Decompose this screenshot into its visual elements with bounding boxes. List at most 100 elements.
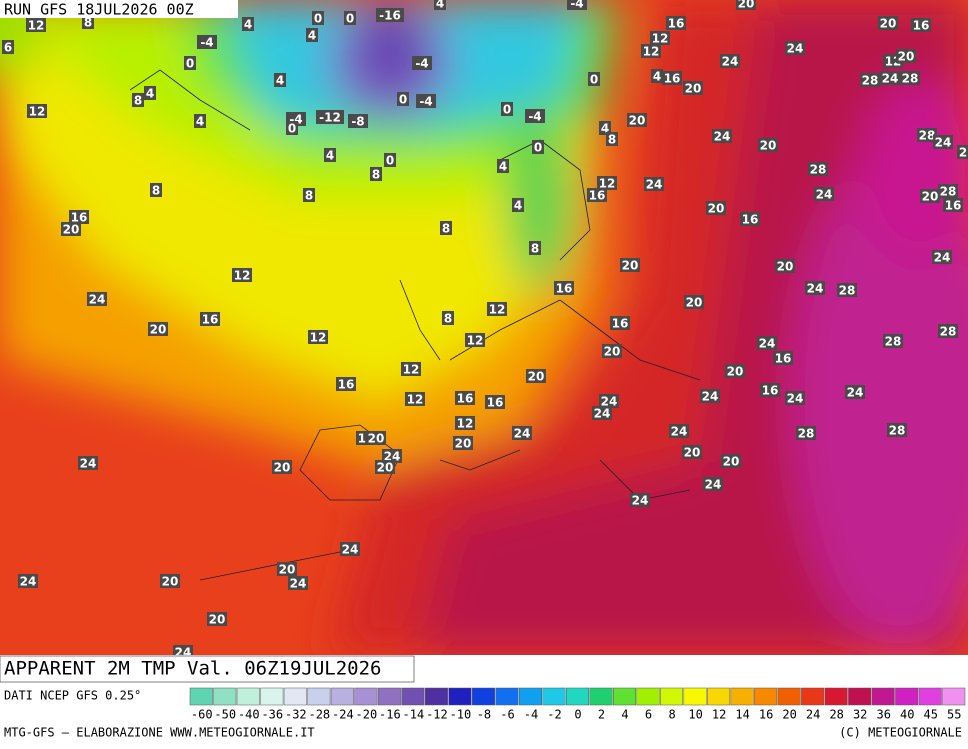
label-box (375, 460, 395, 474)
contour-label: 24 (935, 136, 952, 150)
label-box (933, 135, 953, 149)
contour-label: 8 (372, 168, 380, 182)
label-box (683, 81, 703, 95)
label-box (160, 574, 180, 588)
colorbar-swatch (283, 687, 307, 706)
contour-label: 28 (810, 163, 827, 177)
contour-label: 12 (489, 303, 506, 317)
label-box (18, 574, 38, 588)
contour-label: 20 (279, 563, 296, 577)
contour-label: 16 (775, 352, 792, 366)
contour-label: 16 (556, 282, 573, 296)
contour-label: 12 (643, 45, 660, 59)
colorbar-tick-label: -14 (403, 708, 425, 722)
colorbar-swatch (636, 687, 660, 706)
contour-label: 20 (377, 461, 394, 475)
label-box (324, 148, 336, 162)
label-box (662, 71, 682, 85)
contour-label: 4 (308, 29, 316, 43)
label-box (453, 436, 473, 450)
contour-label: 4 (244, 18, 252, 32)
label-box (606, 132, 618, 146)
contour-label: 20 (708, 202, 725, 216)
contour-label: 4 (276, 74, 284, 88)
colorbar-swatch (377, 687, 401, 706)
colorbar-swatch (236, 687, 260, 706)
contour-label: 20 (162, 575, 179, 589)
contour-label: 8 (442, 222, 450, 236)
label-box (880, 71, 900, 85)
contour-label: 24 (671, 425, 688, 439)
label-box (312, 11, 324, 25)
contour-label: -4 (419, 95, 432, 109)
copyright-text: (C) METEOGIORNALE (839, 726, 962, 740)
label-box (592, 406, 612, 420)
contour-label: 24 (514, 427, 531, 441)
contour-label: 20 (150, 323, 167, 337)
contour-label: 16 (589, 189, 606, 203)
label-box (529, 241, 541, 255)
contour-label: 24 (646, 178, 663, 192)
label-box (860, 73, 880, 87)
label-box (630, 493, 650, 507)
label-box (938, 184, 958, 198)
colorbar-swatch (401, 687, 425, 706)
contour-label: 20 (760, 139, 777, 153)
contour-label: 24 (702, 390, 719, 404)
colorbar-swatch (424, 687, 448, 706)
contour-label: 4 (601, 122, 609, 136)
colorbar-swatch (471, 687, 495, 706)
contour-label: 20 (455, 437, 472, 451)
contour-label: 12 (467, 334, 484, 348)
colorbar-swatch (213, 687, 237, 706)
contour-label: 24 (787, 42, 804, 56)
contour-label: 4 (196, 115, 204, 129)
contour-label: 4 (499, 160, 507, 174)
contour-label: 20 (723, 455, 740, 469)
label-box (512, 198, 524, 212)
colorbar-swatch (542, 687, 566, 706)
label-box (87, 292, 107, 306)
label-box (336, 377, 356, 391)
label-box (61, 222, 81, 236)
colorbar-swatch (660, 687, 684, 706)
label-box (588, 72, 600, 86)
label-box (808, 162, 828, 176)
contour-label: 16 (457, 392, 474, 406)
contour-label: 12 (234, 269, 251, 283)
colorbar-swatch (707, 687, 731, 706)
label-box (845, 385, 865, 399)
label-box (650, 31, 670, 45)
label-box (412, 56, 432, 70)
label-box (207, 612, 227, 626)
colorbar-swatch (801, 687, 825, 706)
label-box (587, 188, 607, 202)
label-box (455, 416, 475, 430)
label-box (501, 102, 513, 116)
colorbar-swatch (260, 687, 284, 706)
label-box (597, 176, 617, 190)
contour-label: 28 (902, 72, 919, 86)
contour-label: 16 (338, 378, 355, 392)
colorbar-tick-label: -24 (332, 708, 354, 722)
contour-label: 20 (528, 370, 545, 384)
contour-label: 4 (653, 70, 661, 84)
label-box (370, 167, 382, 181)
label-box (487, 302, 507, 316)
colorbar-swatch (918, 687, 942, 706)
label-box (366, 431, 386, 445)
contour-label: 4 (436, 0, 444, 11)
contour-label: 24 (807, 282, 824, 296)
label-box (938, 324, 958, 338)
label-box (512, 426, 532, 440)
label-box (2, 40, 14, 54)
contour-label: -4 (415, 57, 428, 71)
label-box (757, 336, 777, 350)
label-box (920, 189, 940, 203)
contour-label: 20 (727, 365, 744, 379)
contour-label: 20 (368, 432, 385, 446)
label-box (599, 121, 611, 135)
contour-label: 8 (134, 94, 142, 108)
label-box (620, 258, 640, 272)
